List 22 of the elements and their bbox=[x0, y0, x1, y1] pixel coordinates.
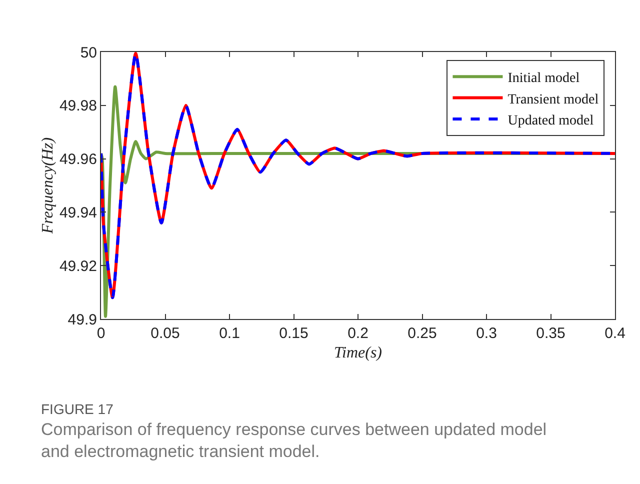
legend-label: Initial model bbox=[508, 71, 580, 86]
x-tick-label: 0 bbox=[96, 325, 106, 342]
x-tick-label: 0.35 bbox=[536, 325, 566, 342]
legend-label: Updated model bbox=[508, 113, 594, 128]
caption: FIGURE 17 bbox=[41, 401, 114, 417]
legend-label: Transient model bbox=[508, 92, 599, 108]
x-tick-label: 0.15 bbox=[279, 325, 308, 342]
x-tick-label: 0.05 bbox=[150, 325, 180, 342]
x-axis-title: Time(s) bbox=[334, 344, 382, 362]
x-tick-label: 0.25 bbox=[408, 325, 437, 342]
x-tick-label: 0.4 bbox=[604, 325, 626, 342]
y-tick-label: 49.94 bbox=[59, 204, 97, 222]
x-tick-label: 0.1 bbox=[219, 325, 240, 342]
text: Comparison of frequency response curves between updated model and electromagnetic transient model. bbox=[41, 420, 547, 462]
y-tick-label: 49.92 bbox=[59, 258, 97, 275]
y-tick-label: 49.9 bbox=[68, 311, 97, 328]
y-tick-label: 50 bbox=[80, 44, 97, 62]
y-tick-label: 49.96 bbox=[59, 151, 97, 168]
x-tick-label: 0.3 bbox=[476, 325, 497, 342]
x-tick-label: 0.2 bbox=[348, 325, 368, 342]
y-tick-label: 49.98 bbox=[59, 98, 97, 115]
y-axis-title: Frequency(Hz) bbox=[39, 137, 56, 235]
